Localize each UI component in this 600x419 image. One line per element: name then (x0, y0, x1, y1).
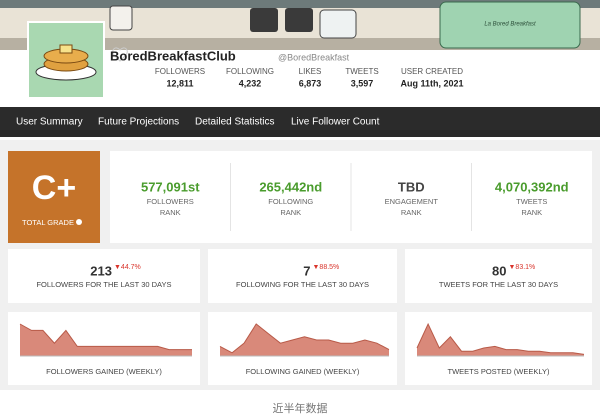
help-icon[interactable] (76, 219, 82, 225)
summary-card (208, 249, 397, 303)
banner-kettle (319, 9, 357, 39)
sparkline (416, 322, 585, 355)
banner-machine (439, 1, 581, 49)
banner-text: La Bored Breakfast (484, 22, 536, 28)
stat-label: FOLLOWING (226, 67, 274, 76)
rank-value: 577,091st (141, 179, 200, 194)
nav-item[interactable]: Future Projections (98, 117, 179, 128)
summary-label: FOLLOWERS FOR THE LAST 30 DAYS (36, 280, 171, 289)
grade-box (8, 151, 100, 243)
summary-value: 213 (90, 263, 112, 278)
summary-value: 80 (492, 263, 506, 278)
nav-item[interactable]: User Summary (16, 117, 83, 128)
rank-sub: RANK (401, 208, 422, 217)
nav-item[interactable]: Live Follower Count (291, 117, 380, 128)
nav-item[interactable]: Detailed Statistics (195, 117, 274, 128)
summary-card (405, 249, 592, 303)
summary-card (8, 249, 200, 303)
summary-label: FOLLOWING FOR THE LAST 30 DAYS (236, 280, 369, 289)
stat-value: 3,597 (351, 78, 374, 88)
avatar-butter (59, 44, 73, 54)
heart-icon[interactable] (112, 47, 128, 62)
stat-value: 4,232 (239, 78, 262, 88)
stat-value: 6,873 (299, 78, 322, 88)
grade-label: TOTAL GRADE (22, 218, 74, 227)
summary-change: ▼44.7% (114, 264, 141, 271)
rank-sub: RANK (280, 208, 301, 217)
banner-jar (285, 8, 313, 32)
banner-cup (109, 5, 133, 31)
rank-value: TBD (398, 179, 425, 194)
banner-jar (250, 8, 278, 32)
banner-tiles (0, 0, 600, 8)
rank-label: FOLLOWING (268, 197, 313, 206)
nav-bar (0, 107, 600, 137)
stat-label: FOLLOWERS (155, 67, 205, 76)
profile-handle: @BoredBreakfast (278, 52, 350, 62)
chart-label: FOLLOWERS GAINED (WEEKLY) (46, 367, 162, 376)
stat-label: TWEETS (345, 67, 378, 76)
sparkline-area (20, 324, 192, 356)
stat-label: USER CREATED (401, 67, 463, 76)
rank-label: FOLLOWERS (147, 197, 194, 206)
profile-name: BoredBreakfastClub (110, 48, 236, 63)
summary-label: TWEETS FOR THE LAST 30 DAYS (439, 280, 558, 289)
summary-change: ▼83.1% (509, 264, 536, 271)
summary-value: 7 (303, 263, 310, 278)
rank-label: ENGAGEMENT (385, 197, 439, 206)
grade-value: C+ (32, 169, 76, 207)
chart-label: TWEETS POSTED (WEEKLY) (448, 367, 550, 376)
rank-label: TWEETS (516, 197, 547, 206)
summary-change: ▼88.5% (313, 264, 340, 271)
stat-value: 12,811 (166, 78, 193, 88)
stat-value: Aug 11th, 2021 (400, 78, 463, 88)
rank-sub: RANK (521, 208, 542, 217)
rank-value: 265,442nd (259, 179, 322, 194)
rank-value: 4,070,392nd (495, 179, 569, 194)
sparkline (219, 323, 390, 354)
sparkline (19, 323, 192, 351)
sparkline-area (220, 324, 389, 356)
stat-label: LIKES (299, 67, 322, 76)
caption: 近半年数据 (273, 401, 328, 415)
chart-label: FOLLOWING GAINED (WEEKLY) (246, 367, 360, 376)
rank-sub: RANK (160, 208, 181, 217)
